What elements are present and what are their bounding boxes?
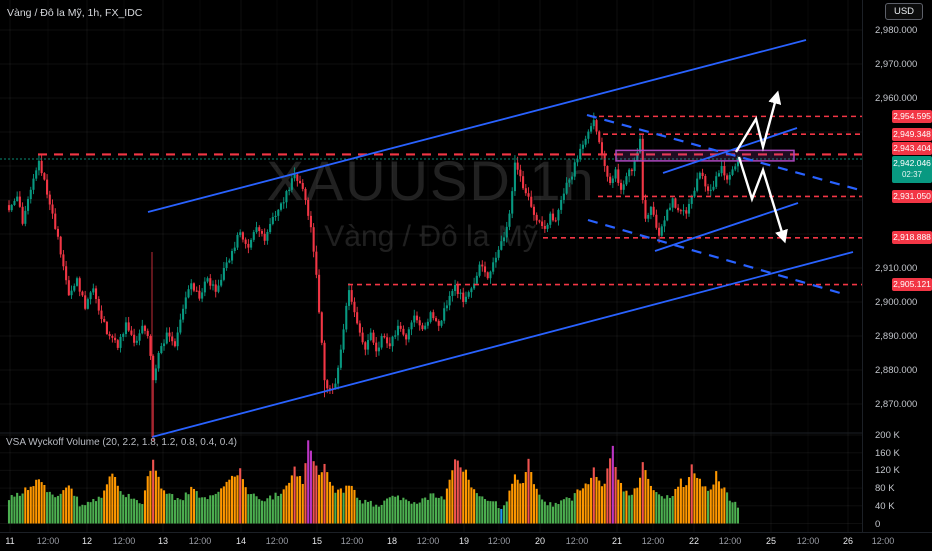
price-line-badge[interactable]: 2,943.404	[892, 141, 932, 155]
volume-tick: 40 K	[875, 500, 895, 512]
time-tick-hour: 12:00	[641, 536, 665, 546]
time-tick-day: 22	[688, 536, 700, 546]
consolidation-box[interactable]	[615, 149, 795, 162]
time-tick-hour: 12:00	[871, 536, 895, 546]
price-tick: 2,970.000	[875, 59, 918, 70]
symbol-legend[interactable]: Vàng / Đô la Mỹ, 1h, FX_IDC	[7, 7, 143, 19]
price-axis[interactable]: 2,980.000 2,970.000 2,960.000 2,910.000 2,90…	[862, 0, 932, 532]
time-tick-hour: 12:00	[340, 536, 364, 546]
last-price-badge[interactable]: 2,942.046 02:37	[892, 155, 932, 183]
price-tick: 2,910.000	[875, 263, 918, 274]
volume-tick: 120 K	[875, 465, 900, 477]
trendline-2[interactable]	[662, 127, 798, 174]
volume-tick: 80 K	[875, 483, 895, 495]
time-tick-day: 19	[458, 536, 470, 546]
price-line-badge[interactable]: 2,905.121	[892, 278, 932, 292]
time-tick-hour: 12:00	[188, 536, 212, 546]
time-tick-day: 21	[611, 536, 623, 546]
price-tick: 2,870.000	[875, 399, 918, 410]
bullish-zigzag-arrow[interactable]	[734, 90, 782, 153]
time-tick-hour: 12:00	[565, 536, 589, 546]
price-tick: 2,900.000	[875, 297, 918, 308]
time-tick-day: 20	[534, 536, 546, 546]
price-tick: 2,980.000	[875, 25, 918, 36]
volume-tick: 0	[875, 518, 881, 530]
price-line-badge[interactable]: 2,954.595	[892, 109, 932, 123]
time-tick-hour: 12:00	[796, 536, 820, 546]
candlesticks	[7, 112, 740, 442]
trendline-0[interactable]	[147, 39, 807, 213]
volume-tick: 200 K	[875, 430, 900, 441]
last-price-value: 2,942.046	[893, 157, 931, 168]
time-tick-day: 25	[765, 536, 777, 546]
volume-bars	[7, 440, 740, 524]
vsa-indicator-label[interactable]: VSA Wyckoff Volume (20, 2.2, 1.8, 1.2, 0…	[6, 437, 237, 448]
price-tick: 2,960.000	[875, 93, 918, 104]
trendline-3[interactable]	[654, 202, 799, 252]
price-volume-canvas[interactable]	[0, 0, 862, 532]
time-tick-hour: 12:00	[487, 536, 511, 546]
time-tick-day: 12	[81, 536, 93, 546]
price-line-badge[interactable]: 2,949.348	[892, 127, 932, 141]
currency-button[interactable]: USD	[885, 3, 923, 20]
time-tick-day: 18	[386, 536, 398, 546]
time-tick-day: 15	[311, 536, 323, 546]
drawing-overlays[interactable]	[0, 39, 862, 438]
time-tick-day: 13	[157, 536, 169, 546]
bearish-zigzag-arrow[interactable]	[737, 156, 788, 244]
dashed-trendline-1[interactable]	[587, 218, 848, 297]
time-tick-hour: 12:00	[36, 536, 60, 546]
bar-countdown: 02:37	[901, 169, 923, 179]
time-tick-day: 14	[235, 536, 247, 546]
time-tick-hour: 12:00	[112, 536, 136, 546]
gridlines	[0, 0, 862, 532]
price-line-badge[interactable]: 2,931.050	[892, 189, 932, 203]
volume-tick: 160 K	[875, 447, 900, 459]
price-tick: 2,880.000	[875, 365, 918, 376]
dashed-trendline-0[interactable]	[586, 113, 861, 192]
time-tick-hour: 12:00	[265, 536, 289, 546]
time-tick-hour: 12:00	[718, 536, 742, 546]
time-axis[interactable]: 11 12:00 12 12:00 13 12:00 14 12:00 15 12:00 18 12:…	[0, 532, 932, 551]
price-line-badge[interactable]: 2,918.888	[892, 231, 932, 245]
price-tick: 2,890.000	[875, 331, 918, 342]
time-tick-hour: 12:00	[416, 536, 440, 546]
trendline-1[interactable]	[151, 251, 854, 438]
time-tick-day: 26	[842, 536, 854, 546]
time-tick-day: 11	[5, 536, 15, 546]
